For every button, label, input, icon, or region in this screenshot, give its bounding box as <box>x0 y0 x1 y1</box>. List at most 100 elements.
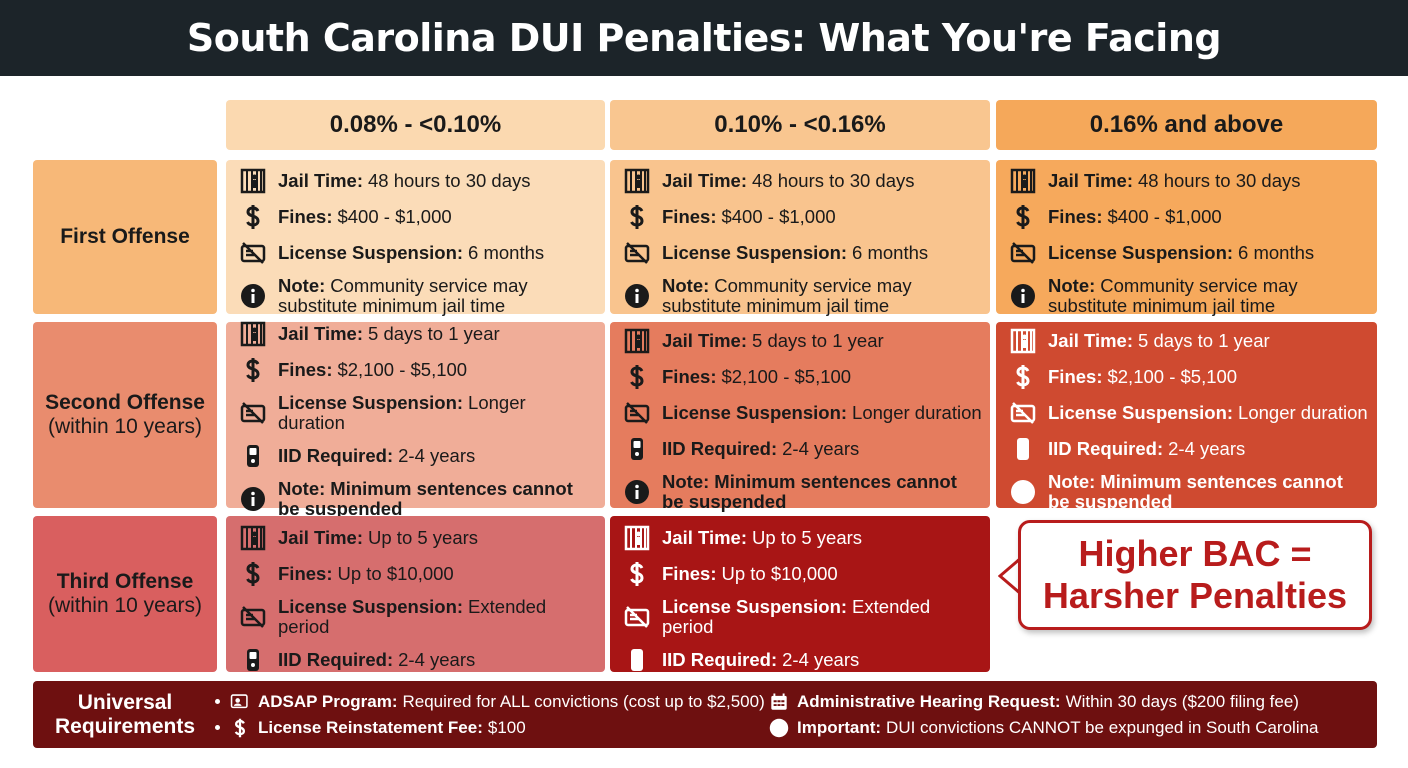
penalty-value: 6 months <box>468 242 545 263</box>
icon <box>230 693 248 708</box>
penalty-item: Fines: $2,100 - $5,100 <box>240 357 597 383</box>
icon <box>1016 365 1030 389</box>
penalty-text: License Suspension: Extended period <box>662 597 982 637</box>
penalty-label: IID Required: <box>662 438 778 459</box>
penalty-label: Fines: <box>278 563 333 584</box>
penalty-value: Extended period <box>662 596 931 637</box>
penalty-value: 2-4 years <box>1168 438 1246 459</box>
universal-label: License Reinstatement Fee: <box>258 717 483 737</box>
icon <box>241 284 265 308</box>
penalty-text: Note: Community service may substitute mi… <box>1048 276 1369 316</box>
universal-label: Important: <box>797 717 882 737</box>
penalty-value: 5 days to 1 year <box>1138 330 1270 351</box>
penalty-text: Jail Time: Up to 5 years <box>278 528 478 548</box>
row-label: Second Offense <box>45 391 205 414</box>
universal-value: Required for ALL convictions (cost up to… <box>402 691 765 711</box>
icon <box>1011 284 1035 308</box>
universal-text: ADSAP Program: Required for ALL convictio… <box>258 692 765 712</box>
penalty-value: Community service may substitute minimum… <box>1048 275 1298 316</box>
penalty-value: Minimum sentences cannot be suspended <box>662 471 957 512</box>
penalty-label: License Suspension: <box>1048 402 1234 423</box>
penalty-item: Fines: Up to $10,000 <box>240 561 597 587</box>
icon <box>240 168 266 194</box>
penalty-text: Jail Time: 48 hours to 30 days <box>662 171 915 191</box>
penalty-value: 6 months <box>852 242 929 263</box>
icon <box>240 525 266 551</box>
penalty-text: License Suspension: Extended period <box>278 597 597 637</box>
icon <box>246 562 260 586</box>
penalty-value: $400 - $1,000 <box>337 206 452 227</box>
penalty-label: Note: <box>278 478 326 499</box>
penalty-value: 5 days to 1 year <box>752 330 884 351</box>
penalty-label: Jail Time: <box>662 527 748 548</box>
icon <box>1010 328 1036 354</box>
penalty-text: IID Required: 2-4 years <box>1048 439 1245 459</box>
penalty-cell: Jail Time: 48 hours to 30 days Fines: $400 … <box>610 160 990 316</box>
penalty-value: $2,100 - $5,100 <box>721 366 852 387</box>
penalty-item: Jail Time: 5 days to 1 year <box>240 321 597 347</box>
penalty-label: Jail Time: <box>278 170 364 191</box>
penalty-value: 5 days to 1 year <box>368 323 500 344</box>
penalty-item: Note: Community service may substitute mi… <box>624 276 982 316</box>
penalty-text: IID Required: 2-4 years <box>278 650 475 670</box>
penalty-item: IID Required: 2-4 years <box>624 436 982 462</box>
icon <box>1010 242 1036 264</box>
bullet <box>215 699 220 704</box>
universal-text: Administrative Hearing Request: Within 30… <box>797 692 1299 712</box>
row-sublabel: (within 10 years) <box>47 594 203 617</box>
penalty-item: Jail Time: 48 hours to 30 days <box>624 168 982 194</box>
penalty-text: Fines: $2,100 - $5,100 <box>278 360 467 380</box>
penalty-item: Fines: $2,100 - $5,100 <box>624 364 982 390</box>
page-title: South Carolina DUI Penalties: What You'r… <box>0 0 1408 76</box>
icon <box>624 168 650 194</box>
callout: Higher BAC = Harsher Penalties <box>1018 520 1372 630</box>
universal-label: Administrative Hearing Request: <box>797 691 1061 711</box>
penalty-item: Jail Time: 5 days to 1 year <box>624 328 982 354</box>
penalty-text: License Suspension: 6 months <box>662 243 928 263</box>
penalty-text: Fines: $400 - $1,000 <box>662 207 836 227</box>
penalty-label: Jail Time: <box>1048 170 1134 191</box>
penalty-cell: Jail Time: 48 hours to 30 days Fines: $400 … <box>996 160 1377 316</box>
penalty-label: Fines: <box>278 359 333 380</box>
icon <box>240 402 266 424</box>
penalty-label: IID Required: <box>662 649 778 670</box>
row-header: Third Offense (within 10 years) <box>33 516 217 672</box>
penalty-label: Fines: <box>662 366 717 387</box>
penalty-text: IID Required: 2-4 years <box>662 650 859 670</box>
penalty-item: License Suspension: 6 months <box>624 240 982 266</box>
universal-item: License Reinstatement Fee: $100 <box>215 715 526 740</box>
penalty-label: IID Required: <box>278 445 394 466</box>
icon <box>241 487 265 511</box>
penalty-text: Note: Minimum sentences cannot be suspend… <box>278 479 597 519</box>
penalty-item: Note: Community service may substitute mi… <box>240 276 597 316</box>
universal-value: $100 <box>487 717 526 737</box>
penalty-label: Fines: <box>662 206 717 227</box>
penalty-text: Fines: Up to $10,000 <box>278 564 454 584</box>
penalty-text: Fines: $400 - $1,000 <box>278 207 452 227</box>
penalty-text: License Suspension: Longer duration <box>1048 403 1368 423</box>
penalty-value: Minimum sentences cannot be suspended <box>278 478 573 519</box>
penalty-item: IID Required: 2-4 years <box>624 647 982 673</box>
penalty-label: Fines: <box>1048 206 1103 227</box>
penalty-text: Jail Time: 48 hours to 30 days <box>1048 171 1301 191</box>
penalty-item: IID Required: 2-4 years <box>240 443 597 469</box>
penalty-value: $400 - $1,000 <box>721 206 836 227</box>
penalty-label: Note: <box>662 275 710 296</box>
row-header: First Offense <box>33 160 217 314</box>
penalty-item: Jail Time: Up to 5 years <box>624 525 982 551</box>
penalty-label: Note: <box>1048 471 1096 492</box>
icon <box>631 649 643 671</box>
bullet <box>215 725 220 730</box>
penalty-cell: Jail Time: 5 days to 1 year Fines: $2,100 -… <box>996 322 1377 512</box>
penalty-item: License Suspension: Longer duration <box>1010 400 1369 426</box>
icon <box>625 284 649 308</box>
column-header: 0.10% - <0.16% <box>610 100 990 150</box>
penalty-item: Note: Minimum sentences cannot be suspend… <box>240 479 597 519</box>
penalty-value: 48 hours to 30 days <box>368 170 531 191</box>
penalty-item: Note: Minimum sentences cannot be suspend… <box>1010 472 1369 512</box>
penalty-cell: Jail Time: 48 hours to 30 days Fines: $400 … <box>226 160 605 316</box>
penalty-text: Fines: Up to $10,000 <box>662 564 838 584</box>
penalty-text: License Suspension: Longer duration <box>662 403 982 423</box>
penalty-text: Jail Time: Up to 5 years <box>662 528 862 548</box>
universal-title: Universal Requirements <box>54 690 196 738</box>
